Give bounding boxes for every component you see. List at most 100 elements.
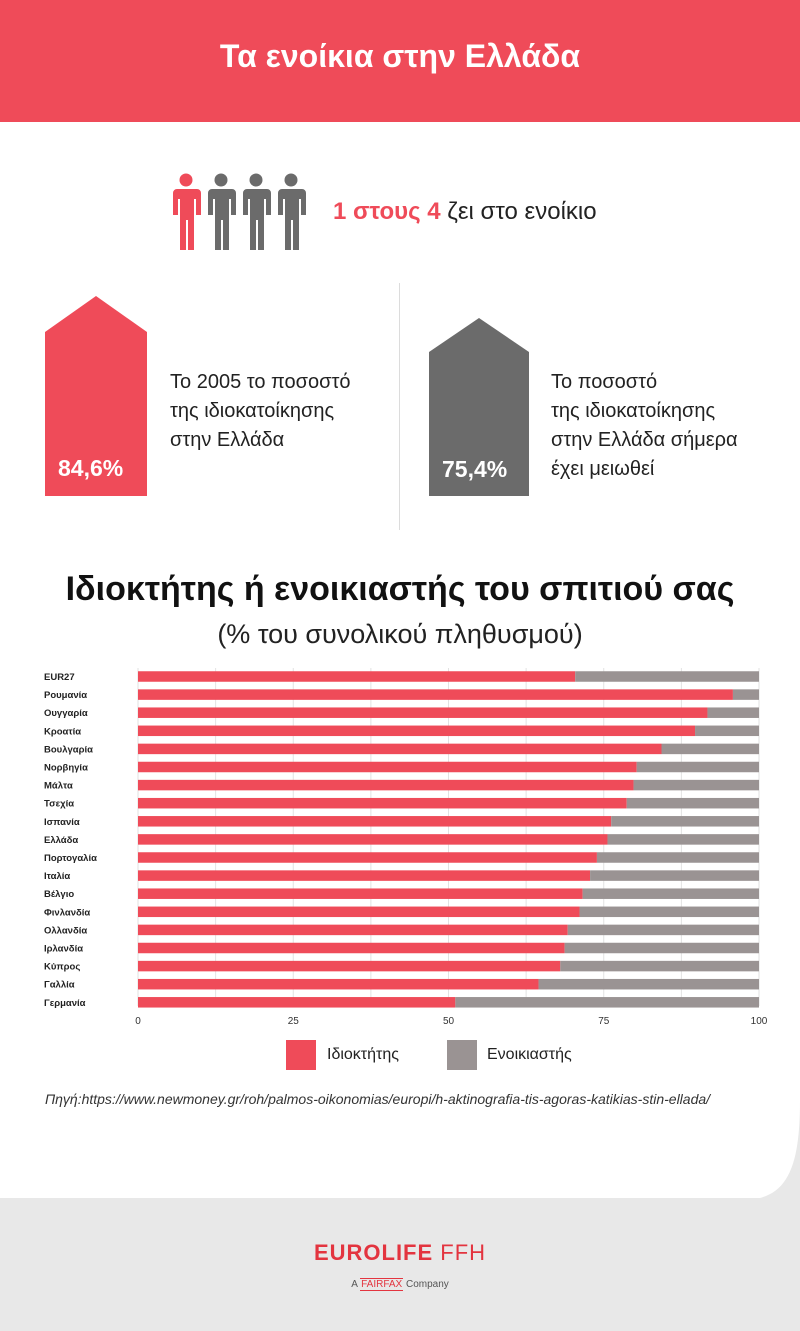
- bar-renter: [611, 816, 759, 827]
- bar-owner: [138, 797, 627, 809]
- bar-renter: [582, 888, 759, 899]
- source-text: Πηγή:https://www.newmoney.gr/roh/palmos-…: [45, 1091, 711, 1107]
- stat-divider: [399, 283, 400, 530]
- stat-2005-value: 84,6%: [58, 455, 124, 481]
- company-logo-subtitle: A FAIRFAX Company: [351, 1278, 449, 1291]
- bar-renter: [626, 797, 759, 809]
- category-label: Κύπρος: [44, 962, 80, 973]
- stat-2005-line-2: της ιδιοκατοίκησης: [170, 400, 335, 422]
- chart-subtitle: (% του συνολικού πληθυσμού): [217, 619, 583, 649]
- stat-2005-text: Το 2005 το ποσοστό της ιδιοκατοίκησης στ…: [170, 368, 351, 455]
- x-tick-label: 0: [135, 1016, 141, 1027]
- x-tick-label: 75: [598, 1016, 610, 1027]
- bar-owner: [138, 779, 634, 791]
- category-label: Ισπανία: [44, 817, 80, 828]
- bar-renter: [636, 761, 759, 773]
- bar-owner: [138, 725, 696, 737]
- bar-renter: [590, 870, 759, 881]
- company-logo: EUROLIFE FFH: [313, 1240, 487, 1265]
- bar-renter: [579, 906, 759, 918]
- bar-renter: [661, 743, 759, 755]
- stat-2005-line-3: στην Ελλάδα: [170, 429, 285, 451]
- bar-owner: [138, 761, 637, 773]
- person-icon-red: [173, 173, 201, 250]
- bar-owner: [138, 870, 591, 881]
- bar-owner: [138, 743, 662, 755]
- person-icon-grey-3: [278, 173, 306, 250]
- bar-renter: [607, 834, 759, 845]
- stat-today-line-2: της ιδιοκατοίκησης: [551, 400, 716, 422]
- ratio-rest: ζει στο ενοίκιο: [440, 198, 597, 225]
- bar-owner: [138, 707, 708, 718]
- person-icon-grey-1: [208, 173, 236, 250]
- category-label: Ρουμανία: [44, 690, 87, 701]
- bar-renter: [633, 779, 759, 791]
- bar-owner: [138, 671, 576, 682]
- category-label: Βέλγιο: [44, 889, 74, 900]
- legend-swatch-owner: [286, 1040, 316, 1070]
- footer: [0, 1198, 800, 1331]
- stat-today-value: 75,4%: [442, 456, 508, 482]
- category-label: Νορβηγία: [44, 763, 88, 774]
- x-tick-label: 25: [288, 1016, 300, 1027]
- legend-swatch-renter: [447, 1040, 477, 1070]
- category-label: Φινλανδία: [44, 907, 90, 918]
- bar-owner: [138, 906, 580, 918]
- legend-label-renter: Ενοικιαστής: [487, 1046, 572, 1063]
- bar-renter: [596, 852, 759, 863]
- category-label: Ελλάδα: [44, 835, 78, 846]
- bar-owner: [138, 960, 561, 972]
- house-icon-grey: [429, 318, 529, 496]
- stat-today-text: Το ποσοστό της ιδιοκατοίκησης στην Ελλάδ…: [551, 368, 738, 484]
- owner-renter-bar-chart: EUR27 Ρουμανία Ουγγαρία Κροατία Βουλγαρία Νορ…: [44, 668, 768, 1027]
- bar-renter: [707, 707, 759, 718]
- bar-owner: [138, 689, 733, 700]
- footer-corner-curve: [760, 1100, 800, 1198]
- stat-today-line-4: έχει μειωθεί: [551, 458, 655, 480]
- header-banner: Τα ενοίκια στην Ελλάδα: [0, 0, 800, 122]
- bar-owner: [138, 834, 608, 845]
- bar-renter: [564, 942, 759, 954]
- bar-owner: [138, 888, 583, 899]
- x-tick-label: 50: [443, 1016, 455, 1027]
- stat-2005-line-1: Το 2005 το ποσοστό: [170, 371, 351, 393]
- stat-today-line-3: στην Ελλάδα σήμερα: [551, 429, 738, 451]
- person-icon-grey-2: [243, 173, 271, 250]
- bar-owner: [138, 978, 539, 990]
- stat-today-line-1: Το ποσοστό: [551, 371, 658, 393]
- bar-renter: [567, 924, 759, 936]
- category-label: Πορτογαλία: [44, 853, 97, 864]
- bar-renter: [575, 671, 759, 682]
- ratio-highlight: 1 στους 4: [333, 198, 441, 225]
- bar-renter: [732, 689, 759, 700]
- legend-label-owner: Ιδιοκτήτης: [327, 1046, 399, 1063]
- renter-ratio-text: 1 στους 4 ζει στο ενοίκιο: [333, 198, 597, 226]
- chart-tick-labels: 0 25 50 75 100: [135, 1016, 768, 1027]
- category-label: Κροατία: [44, 726, 81, 737]
- category-label: Ουγγαρία: [44, 708, 88, 719]
- bar-owner: [138, 852, 597, 863]
- bar-owner: [138, 997, 456, 1008]
- bar-owner: [138, 816, 612, 827]
- x-tick-label: 100: [751, 1016, 768, 1027]
- page-title: Τα ενοίκια στην Ελλάδα: [219, 38, 581, 74]
- category-label: Ιρλανδία: [44, 944, 83, 955]
- bar-renter: [695, 725, 759, 737]
- chart-category-labels: EUR27 Ρουμανία Ουγγαρία Κροατία Βουλγαρία Νορ…: [44, 672, 97, 1009]
- bar-renter: [538, 978, 759, 990]
- category-label: Γαλλία: [44, 980, 75, 991]
- chart-title: Ιδιοκτήτης ή ενοικιαστής του σπιτιού σας: [65, 570, 735, 608]
- chart-bars: [138, 671, 759, 1008]
- category-label: Βουλγαρία: [44, 744, 93, 755]
- category-label: Τσεχία: [44, 799, 74, 810]
- house-icon-red: [45, 296, 147, 496]
- bar-owner: [138, 942, 565, 954]
- bar-renter: [560, 960, 759, 972]
- bar-renter: [455, 997, 759, 1008]
- category-label: Μάλτα: [44, 781, 73, 792]
- category-label: Ολλανδία: [44, 925, 87, 936]
- bar-owner: [138, 924, 568, 936]
- people-icon-group: [170, 173, 310, 251]
- category-label: Ιταλία: [44, 871, 70, 882]
- category-label: Γερμανία: [44, 998, 86, 1009]
